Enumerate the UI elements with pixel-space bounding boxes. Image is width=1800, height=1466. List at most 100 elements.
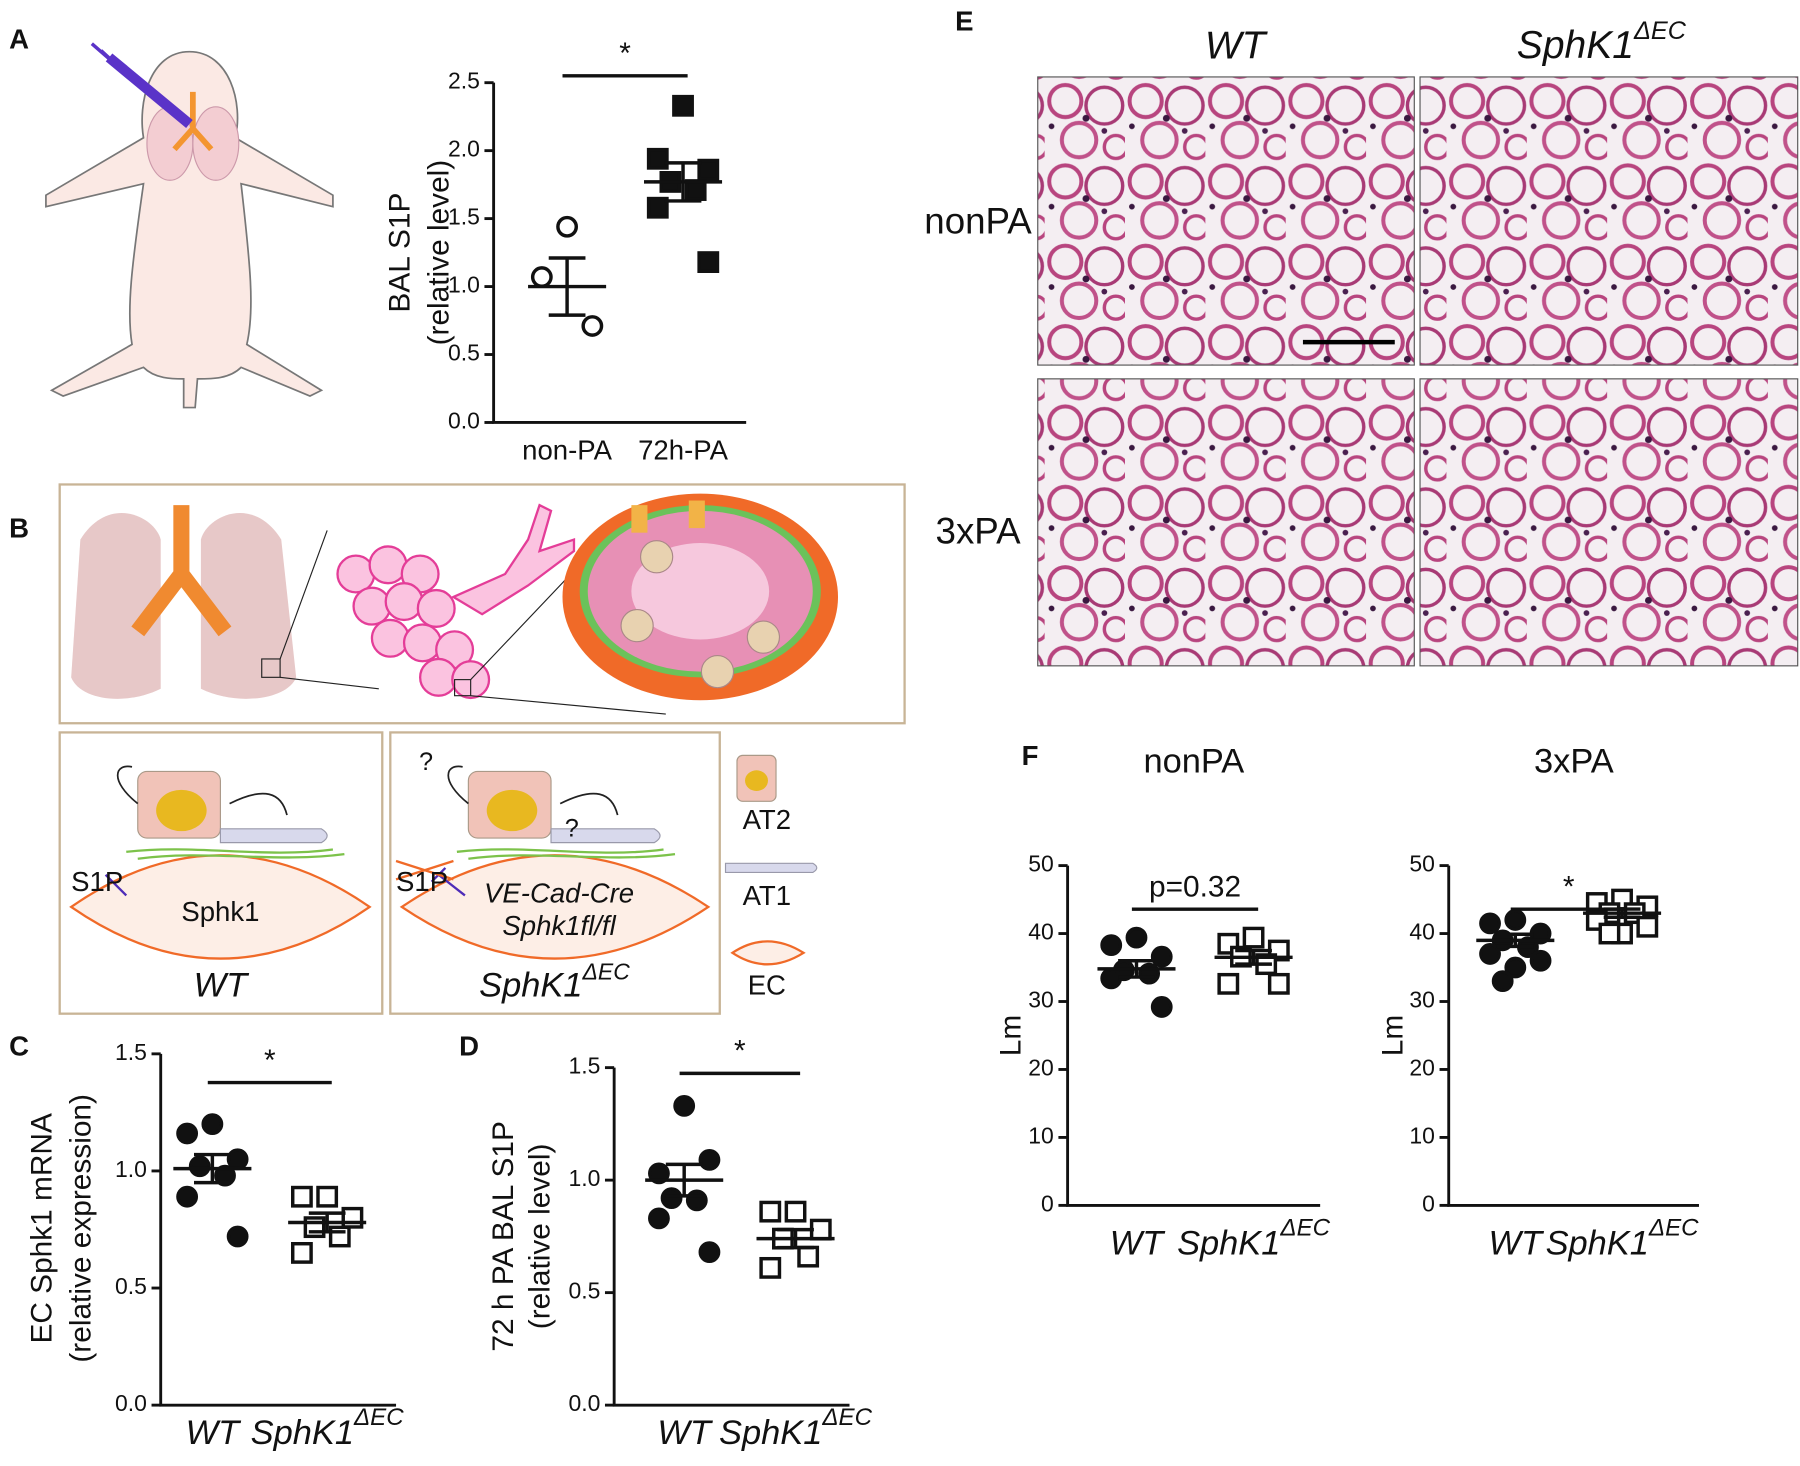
y-tick-label: 2.0 xyxy=(448,136,480,162)
significance-label: * xyxy=(1563,870,1575,903)
data-point xyxy=(1598,922,1621,945)
y-tick-label: 0.5 xyxy=(448,340,480,366)
data-point xyxy=(648,1207,670,1230)
data-point xyxy=(784,1200,807,1223)
y-tick-label: 10 xyxy=(1409,1122,1435,1148)
chart: 0.0 0.5 1.0 1.5 EC Sphk1 mRNA (relative expre… xyxy=(25,1039,404,1452)
chart: 0 10 20 30 40 50 Lm nonPA WT SphK1ΔEC p=0.32 xyxy=(994,743,1330,1263)
data-point xyxy=(1217,972,1240,995)
error-bar xyxy=(1118,959,1155,979)
category-name: WT xyxy=(1489,1225,1545,1263)
x-tick-label: SphK1ΔEC xyxy=(1177,1215,1331,1263)
y-tick-label: 0 xyxy=(1422,1190,1435,1216)
legend-label: AT2 xyxy=(743,804,791,835)
category-name: 72h-PA xyxy=(638,435,728,466)
y-tick-label: 1.5 xyxy=(448,204,480,230)
genotype-label: WT xyxy=(194,966,250,1004)
data-point xyxy=(1150,996,1173,1018)
data-point xyxy=(341,1206,364,1229)
x-tick-label: SphK1ΔEC xyxy=(719,1404,873,1452)
s1p-label: S1P xyxy=(396,866,448,897)
y-tick-label: 1.0 xyxy=(448,272,480,298)
y-tick-label: 1.0 xyxy=(568,1165,600,1191)
chart-title: 3xPA xyxy=(1534,743,1614,781)
data-point xyxy=(201,1113,224,1136)
data-point xyxy=(648,1162,670,1185)
data-point xyxy=(581,315,604,337)
data-point xyxy=(759,1256,782,1279)
significance-label: * xyxy=(619,37,631,70)
y-tick-label: 0 xyxy=(1041,1190,1054,1216)
data-point xyxy=(1479,943,1501,965)
chart: 0.0 0.5 1.0 1.5 72 h PA BAL S1P (relative lev… xyxy=(487,1035,873,1452)
s1p-label: S1P xyxy=(71,866,123,897)
y-tick-label: 0.0 xyxy=(568,1390,600,1416)
data-point xyxy=(1529,949,1552,972)
gene-label: VE-Cad-Cre xyxy=(484,878,634,909)
data-point xyxy=(672,94,694,117)
category-name: WT xyxy=(186,1414,242,1452)
x-tick-label: WT xyxy=(657,1414,713,1452)
y-tick-label: 1.0 xyxy=(115,1156,147,1182)
chart-title: nonPA xyxy=(1143,743,1244,781)
y-tick-label: 50 xyxy=(1028,851,1054,877)
y-tick-label: 40 xyxy=(1409,919,1435,945)
data-point xyxy=(646,147,669,170)
axis-title: EC Sphk1 mRNA xyxy=(25,1113,58,1344)
panel-label: D xyxy=(459,1030,479,1061)
y-tick-label: 40 xyxy=(1028,919,1054,945)
axis-title: (relative level) xyxy=(524,1144,557,1330)
data-point xyxy=(176,1185,199,1208)
y-tick-label: 50 xyxy=(1409,851,1435,877)
data-point xyxy=(797,1245,820,1268)
question-mark: ? xyxy=(565,815,579,843)
error-bar xyxy=(777,1227,814,1250)
y-tick-label: 1.5 xyxy=(115,1039,147,1065)
data-point xyxy=(188,1155,211,1178)
data-point xyxy=(759,1200,782,1223)
data-point xyxy=(226,1148,249,1171)
data-point xyxy=(697,158,720,181)
error-bar xyxy=(664,161,702,203)
data-point xyxy=(698,1148,721,1171)
genotype-label: SphK1ΔEC xyxy=(479,959,630,1005)
column-label: WT xyxy=(1205,25,1269,68)
data-point xyxy=(291,1242,313,1264)
category-superscript: ΔEC xyxy=(821,1404,872,1431)
data-point xyxy=(1125,926,1148,949)
data-point xyxy=(646,196,669,219)
data-point xyxy=(809,1218,832,1241)
data-point xyxy=(530,266,553,288)
data-point xyxy=(1100,934,1123,957)
y-tick-label: 10 xyxy=(1028,1122,1054,1148)
axis-title: 72 h PA BAL S1P xyxy=(487,1121,520,1351)
y-tick-label: 2.5 xyxy=(448,68,480,94)
y-tick-label: 30 xyxy=(1409,987,1435,1013)
data-point xyxy=(1504,956,1527,979)
data-point xyxy=(316,1185,339,1208)
data-point xyxy=(556,215,578,238)
significance-label: p=0.32 xyxy=(1149,870,1241,903)
panel-label: F xyxy=(1022,740,1039,771)
error-bar xyxy=(1496,932,1534,949)
error-bar xyxy=(665,1162,703,1198)
y-tick-label: 0.0 xyxy=(448,408,480,434)
panel-label: E xyxy=(955,5,973,36)
axis xyxy=(1066,865,1321,1207)
category-name: WT xyxy=(657,1414,713,1452)
data-point xyxy=(1479,912,1501,935)
significance-label: * xyxy=(734,1035,746,1068)
panel-label: A xyxy=(9,24,29,55)
data-point xyxy=(226,1225,249,1248)
mouse-illustration xyxy=(45,42,334,409)
data-point xyxy=(176,1122,199,1145)
data-point xyxy=(698,1241,721,1264)
category-name: SphK1 xyxy=(1177,1225,1280,1263)
axis xyxy=(159,1053,397,1407)
data-point xyxy=(291,1185,313,1208)
category-superscript: ΔEC xyxy=(1279,1215,1330,1242)
x-tick-label: 72h-PA xyxy=(638,435,728,466)
x-tick-label: non-PA xyxy=(522,435,612,466)
